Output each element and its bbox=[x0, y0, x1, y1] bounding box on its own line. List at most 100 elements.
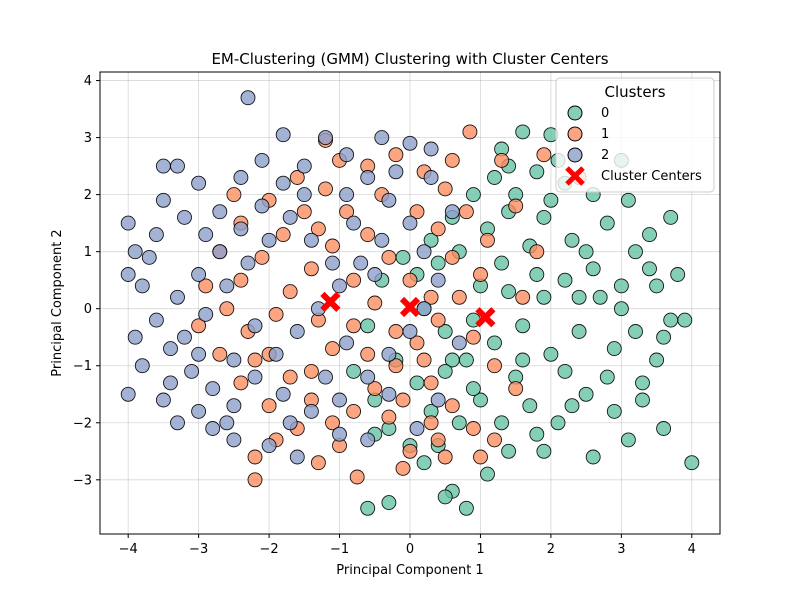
point-cluster-1 bbox=[261, 398, 277, 414]
point-cluster-2 bbox=[332, 278, 347, 294]
point-cluster-1 bbox=[191, 318, 207, 334]
point-cluster-0 bbox=[628, 244, 643, 260]
point-cluster-0 bbox=[592, 289, 608, 305]
point-cluster-0 bbox=[585, 449, 601, 465]
point-cluster-2 bbox=[134, 358, 150, 374]
point-cluster-1 bbox=[325, 341, 340, 357]
x-tick-label: −1 bbox=[330, 542, 349, 557]
point-cluster-2 bbox=[254, 198, 270, 214]
point-cluster-0 bbox=[480, 466, 495, 482]
point-cluster-2 bbox=[247, 318, 263, 334]
point-cluster-1 bbox=[465, 421, 481, 436]
point-cluster-2 bbox=[402, 324, 418, 339]
point-cluster-0 bbox=[416, 455, 432, 471]
point-cluster-1 bbox=[349, 469, 365, 485]
point-cluster-1 bbox=[473, 449, 488, 465]
y-tick-label: 0 bbox=[84, 302, 92, 317]
point-cluster-0 bbox=[444, 352, 460, 368]
point-cluster-2 bbox=[430, 392, 446, 408]
point-cluster-2 bbox=[163, 375, 178, 391]
point-cluster-1 bbox=[388, 358, 404, 374]
point-cluster-2 bbox=[191, 175, 207, 191]
point-cluster-2 bbox=[177, 329, 192, 345]
point-cluster-0 bbox=[529, 267, 545, 282]
point-cluster-2 bbox=[381, 192, 397, 208]
point-cluster-0 bbox=[346, 363, 362, 379]
point-cluster-0 bbox=[536, 289, 552, 305]
point-cluster-0 bbox=[642, 227, 657, 243]
point-cluster-1 bbox=[367, 295, 383, 311]
x-tick-label: 4 bbox=[688, 542, 696, 557]
point-cluster-0 bbox=[515, 318, 531, 334]
x-axis-label: Principal Component 1 bbox=[336, 563, 483, 578]
point-cluster-1 bbox=[508, 381, 524, 397]
point-cluster-0 bbox=[571, 324, 587, 339]
y-tick-label: 3 bbox=[84, 131, 92, 146]
point-cluster-2 bbox=[226, 352, 242, 368]
point-cluster-2 bbox=[127, 244, 143, 260]
point-cluster-1 bbox=[388, 147, 404, 163]
point-cluster-2 bbox=[226, 398, 242, 414]
point-cluster-2 bbox=[374, 130, 390, 146]
point-cluster-0 bbox=[437, 363, 453, 379]
point-cluster-1 bbox=[395, 392, 411, 408]
point-cluster-0 bbox=[465, 187, 481, 203]
point-cluster-1 bbox=[487, 358, 502, 374]
point-cluster-2 bbox=[353, 255, 369, 271]
point-cluster-1 bbox=[430, 312, 446, 328]
point-cluster-0 bbox=[473, 392, 488, 408]
point-cluster-0 bbox=[543, 346, 559, 362]
point-cluster-2 bbox=[360, 170, 376, 185]
point-cluster-0 bbox=[663, 312, 679, 328]
point-cluster-1 bbox=[381, 409, 397, 425]
x-tick-label: −3 bbox=[189, 542, 208, 557]
point-cluster-2 bbox=[416, 244, 432, 260]
point-cluster-0 bbox=[635, 392, 650, 408]
point-cluster-0 bbox=[430, 255, 446, 271]
point-cluster-0 bbox=[642, 261, 657, 277]
point-cluster-1 bbox=[423, 375, 439, 391]
point-cluster-0 bbox=[437, 324, 453, 339]
point-cluster-2 bbox=[367, 267, 383, 282]
point-cluster-0 bbox=[360, 318, 376, 334]
point-cluster-2 bbox=[346, 215, 362, 231]
point-cluster-0 bbox=[649, 352, 665, 368]
point-cluster-0 bbox=[571, 289, 587, 305]
point-cluster-1 bbox=[381, 249, 397, 265]
point-cluster-0 bbox=[578, 386, 594, 402]
point-cluster-1 bbox=[346, 272, 362, 288]
x-tick-label: 2 bbox=[547, 542, 555, 557]
point-cluster-1 bbox=[247, 352, 263, 368]
point-cluster-2 bbox=[318, 369, 333, 385]
point-cluster-0 bbox=[395, 249, 411, 265]
point-cluster-0 bbox=[557, 363, 573, 379]
point-cluster-0 bbox=[451, 415, 467, 431]
point-cluster-2 bbox=[212, 244, 228, 260]
point-cluster-2 bbox=[409, 421, 425, 436]
point-cluster-1 bbox=[515, 289, 531, 305]
point-cluster-0 bbox=[564, 398, 580, 414]
point-cluster-1 bbox=[346, 318, 362, 334]
point-cluster-2 bbox=[177, 209, 192, 225]
point-cluster-1 bbox=[458, 204, 474, 220]
point-cluster-2 bbox=[381, 346, 397, 362]
point-cluster-2 bbox=[261, 232, 277, 248]
point-cluster-1 bbox=[416, 352, 432, 368]
point-cluster-0 bbox=[606, 341, 622, 357]
point-cluster-0 bbox=[557, 272, 573, 288]
point-cluster-2 bbox=[289, 324, 305, 339]
point-cluster-1 bbox=[480, 232, 495, 248]
point-cluster-2 bbox=[120, 267, 136, 282]
point-cluster-0 bbox=[501, 443, 517, 459]
y-tick-label: 1 bbox=[84, 245, 92, 260]
point-cluster-2 bbox=[120, 215, 136, 231]
point-cluster-2 bbox=[332, 426, 347, 442]
point-cluster-1 bbox=[325, 415, 340, 431]
point-cluster-1 bbox=[310, 455, 326, 471]
cluster-center-marker bbox=[399, 296, 421, 318]
point-cluster-1 bbox=[508, 198, 524, 214]
point-cluster-2 bbox=[212, 204, 228, 220]
point-cluster-1 bbox=[310, 221, 326, 237]
point-cluster-2 bbox=[303, 403, 319, 419]
point-cluster-0 bbox=[613, 301, 629, 317]
